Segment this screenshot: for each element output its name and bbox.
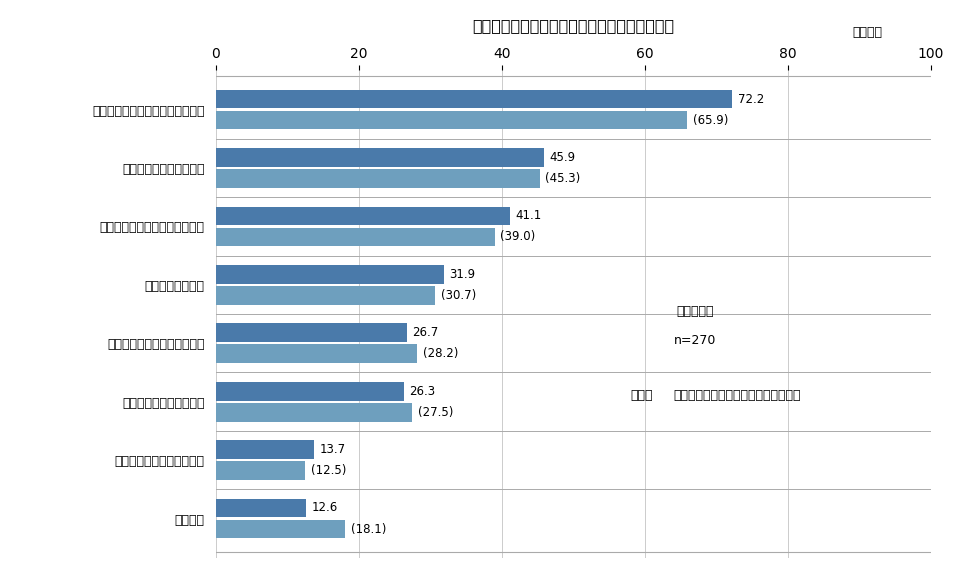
Text: 複数回答可: 複数回答可 xyxy=(676,305,713,318)
Text: (45.3): (45.3) xyxy=(546,172,580,185)
Bar xyxy=(216,323,407,342)
Bar xyxy=(216,207,510,225)
Text: 12.6: 12.6 xyxy=(312,501,338,514)
Text: 31.9: 31.9 xyxy=(450,268,475,281)
Bar xyxy=(216,403,413,421)
Text: 45.9: 45.9 xyxy=(550,151,576,164)
Text: 26.7: 26.7 xyxy=(413,326,439,339)
Bar xyxy=(216,265,444,284)
Text: （注）: （注） xyxy=(630,389,653,402)
Bar xyxy=(216,90,732,109)
Text: 括弧内は前回調査における回答構成比: 括弧内は前回調査における回答構成比 xyxy=(673,389,801,402)
Text: (18.1): (18.1) xyxy=(351,522,386,535)
Text: (39.0): (39.0) xyxy=(501,231,536,244)
Text: 72.2: 72.2 xyxy=(738,93,764,106)
Text: 26.3: 26.3 xyxy=(410,384,435,397)
Text: (65.9): (65.9) xyxy=(693,114,728,127)
Bar xyxy=(216,498,306,517)
Text: (27.5): (27.5) xyxy=(418,406,454,419)
Bar xyxy=(216,440,314,459)
Bar xyxy=(216,286,435,305)
Bar xyxy=(216,111,687,130)
Bar xyxy=(216,345,417,363)
Bar xyxy=(216,519,345,538)
Text: (30.7): (30.7) xyxy=(441,289,476,302)
Text: n=270: n=270 xyxy=(673,334,716,347)
Bar xyxy=(216,169,540,188)
Bar xyxy=(216,382,404,400)
Text: 41.1: 41.1 xyxy=(515,210,542,222)
Text: (12.5): (12.5) xyxy=(311,464,346,477)
Text: 単位：％: 単位：％ xyxy=(853,26,883,39)
Text: (28.2): (28.2) xyxy=(423,348,459,360)
Title: 本審査で重視度が増していると考えられる項目: 本審査で重視度が増していると考えられる項目 xyxy=(472,18,674,33)
Bar xyxy=(216,148,544,167)
Bar xyxy=(216,461,305,480)
Text: 13.7: 13.7 xyxy=(319,443,346,456)
Bar xyxy=(216,228,495,247)
